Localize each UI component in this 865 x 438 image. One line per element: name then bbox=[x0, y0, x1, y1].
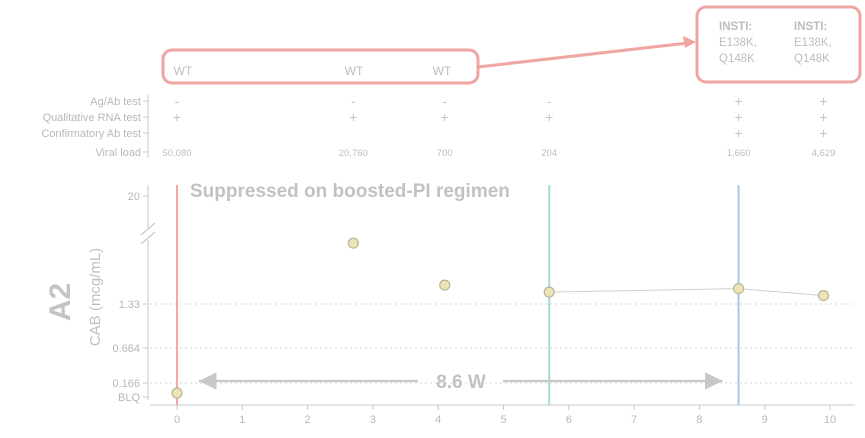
test-result-symbol: + bbox=[349, 109, 357, 125]
y-tick-label: BLQ bbox=[118, 392, 140, 404]
x-tick-label: 4 bbox=[435, 414, 441, 426]
viral-load-value: 204 bbox=[541, 148, 557, 159]
x-tick-label: 1 bbox=[239, 414, 245, 426]
genotype-box-right: INSTI: E138K, Q148K INSTI: E138K, Q148K bbox=[695, 5, 862, 84]
annotations: Suppressed on boosted-PI regimen 8.6 W bbox=[190, 181, 723, 393]
data-point bbox=[347, 237, 359, 249]
data-point bbox=[817, 290, 830, 302]
series-connecting-line bbox=[549, 288, 824, 297]
genotype-mutation-label: Q148K bbox=[794, 53, 830, 65]
test-result-symbol: + bbox=[441, 109, 449, 125]
genotype-label: WT bbox=[345, 64, 364, 78]
genotype-mutation-label: INSTI: bbox=[719, 21, 752, 33]
test-result-symbol: + bbox=[819, 125, 827, 141]
genotype-mutation-label: E138K, bbox=[794, 37, 832, 49]
viral-load-value: 50,080 bbox=[162, 148, 191, 159]
viral-load-value: 20,760 bbox=[339, 148, 368, 159]
y-tick-label: 1.33 bbox=[119, 299, 140, 311]
axis-break-mark bbox=[140, 231, 156, 245]
test-row-label: Ag/Ab test bbox=[90, 96, 141, 108]
x-tick-label: 7 bbox=[631, 414, 637, 426]
x-tick-label: 8 bbox=[696, 414, 702, 426]
test-result-symbol: - bbox=[442, 93, 447, 109]
genotype-label: WT bbox=[433, 64, 452, 78]
y-tick-label: 0.664 bbox=[112, 343, 140, 355]
viral-load-value: 4,629 bbox=[812, 148, 836, 159]
data-point bbox=[732, 283, 745, 295]
x-tick-label: 3 bbox=[370, 414, 376, 426]
genotype-connector-arrowhead bbox=[683, 36, 696, 48]
test-result-symbol: - bbox=[351, 93, 356, 109]
y-tick-label: 0.166 bbox=[112, 378, 140, 390]
panel-label: A2 bbox=[44, 283, 77, 321]
y-tick-label: 20 bbox=[128, 191, 140, 203]
test-result-symbol: + bbox=[545, 109, 553, 125]
data-point bbox=[439, 279, 451, 291]
viral-load-value: 700 bbox=[437, 148, 453, 159]
interval-label: 8.6 W bbox=[436, 372, 486, 393]
x-tick-label: 2 bbox=[305, 414, 311, 426]
test-row-label: Qualitative RNA test bbox=[43, 112, 141, 124]
test-result-symbol: + bbox=[819, 109, 827, 125]
genotype-mutation-label: E138K, bbox=[719, 37, 757, 49]
genotype-mutation-label: Q148K bbox=[719, 53, 755, 65]
data-point bbox=[543, 286, 555, 298]
x-tick-label: 6 bbox=[566, 414, 572, 426]
test-result-symbol: + bbox=[734, 109, 742, 125]
genotype-box-left: WT WT WT bbox=[161, 48, 480, 85]
genotype-mutation-label: INSTI: bbox=[794, 21, 827, 33]
genotype-label: WT bbox=[174, 64, 193, 78]
x-tick-label: 0 bbox=[174, 414, 180, 426]
annotation-title: Suppressed on boosted-PI regimen bbox=[190, 181, 510, 202]
test-table-row-labels: Ag/Ab test Qualitative RNA test Confirmato… bbox=[41, 95, 149, 159]
axis-break-mark bbox=[140, 222, 156, 236]
genotype-connector-arrow bbox=[477, 41, 689, 69]
test-result-symbol: - bbox=[547, 93, 552, 109]
test-result-symbol: + bbox=[734, 93, 742, 109]
viral-load-value: 1,660 bbox=[727, 148, 751, 159]
x-tick-label: 10 bbox=[824, 414, 836, 426]
test-result-symbol: + bbox=[173, 109, 181, 125]
test-row-label: Viral load bbox=[95, 147, 141, 159]
test-result-symbol: + bbox=[819, 93, 827, 109]
test-result-symbol: + bbox=[734, 125, 742, 141]
plot-area: 20 1.33 0.664 0.166 BLQ CAB (mcg/mL) A2 0 1 2 3 4 5 6… bbox=[44, 185, 855, 426]
test-table-cells: -+50,080-+20,760-+700-+204+++1,660+++4,6… bbox=[162, 93, 835, 159]
test-row-label: Confirmatory Ab test bbox=[41, 128, 141, 140]
x-tick-label: 5 bbox=[500, 414, 506, 426]
x-tick-label: 9 bbox=[762, 414, 768, 426]
y-axis-label: CAB (mcg/mL) bbox=[87, 248, 104, 346]
data-point bbox=[171, 387, 183, 399]
test-result-symbol: - bbox=[175, 93, 180, 109]
